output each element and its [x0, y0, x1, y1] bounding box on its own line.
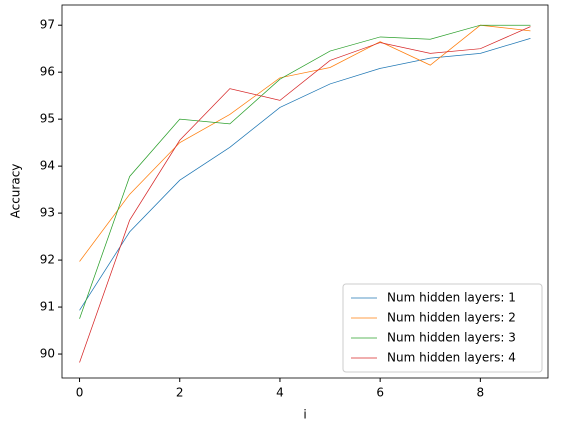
series-line [79, 26, 531, 363]
y-tick-label: 92 [40, 253, 55, 267]
x-tick-label: 2 [176, 386, 184, 400]
y-tick-label: 93 [40, 206, 55, 220]
legend-label: Num hidden layers: 1 [387, 291, 516, 305]
y-tick-label: 94 [40, 159, 55, 173]
series-line [79, 24, 531, 262]
series-line [79, 37, 531, 311]
legend-label: Num hidden layers: 3 [387, 331, 516, 345]
x-tick-label: 6 [376, 386, 384, 400]
y-tick-label: 90 [40, 347, 55, 361]
legend-label: Num hidden layers: 2 [387, 311, 516, 325]
y-tick-label: 96 [40, 65, 55, 79]
series-line [79, 24, 531, 319]
x-axis-label: i [303, 408, 306, 422]
plot-frame [61, 4, 549, 379]
y-tick-label: 95 [40, 112, 55, 126]
y-tick-label: 91 [40, 300, 55, 314]
x-tick-label: 4 [276, 386, 284, 400]
x-tick-label: 8 [477, 386, 485, 400]
y-axis-label: Accuracy [9, 164, 23, 219]
x-tick-label: 0 [76, 386, 84, 400]
y-tick-label: 97 [40, 18, 55, 32]
legend-label: Num hidden layers: 4 [387, 351, 516, 365]
legend-box [342, 283, 543, 373]
